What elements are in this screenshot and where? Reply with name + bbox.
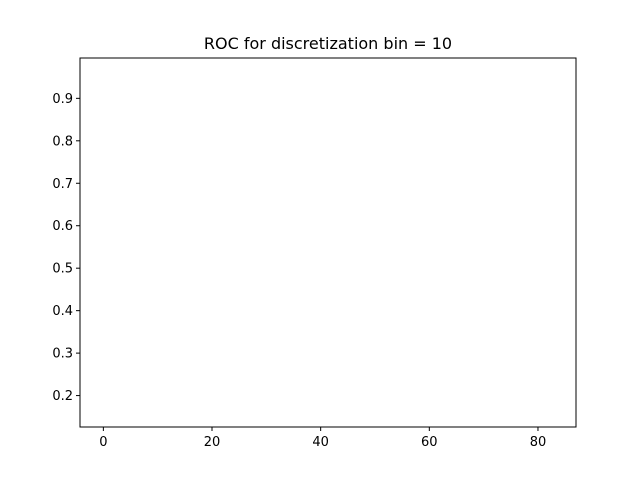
plot-area-frame [79,57,577,428]
y-tick-label: 0.2 [52,389,73,404]
chart-title: ROC for discretization bin = 10 [204,34,452,53]
y-tick-label: 0.5 [52,262,73,277]
y-tick-label: 0.8 [52,134,73,149]
x-tick-label: 0 [99,435,107,450]
y-tick-label: 0.9 [52,92,73,107]
y-axis: 0.2 0.3 0.4 0.5 0.6 0.7 0.8 0.9 [52,92,80,404]
x-tick-label: 40 [312,435,329,450]
x-tick-label: 80 [530,435,547,450]
x-tick-label: 60 [421,435,438,450]
x-tick-label: 20 [204,435,221,450]
y-tick-label: 0.3 [52,347,73,362]
y-tick-label: 0.6 [52,219,73,234]
y-tick-label: 0.7 [52,177,73,192]
y-tick-label: 0.4 [52,304,73,319]
x-axis: 0 20 40 60 80 [99,427,546,450]
